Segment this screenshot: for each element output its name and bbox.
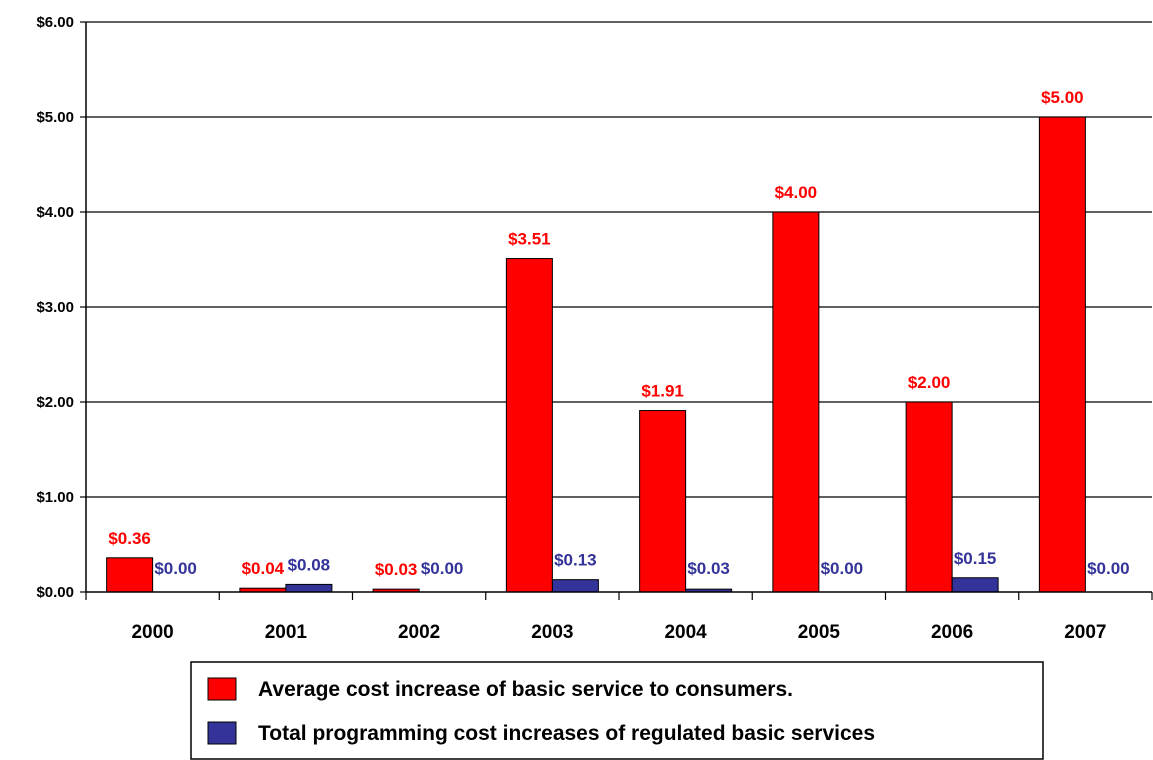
x-tick-label: 2004 — [664, 622, 707, 643]
data-label: $0.15 — [954, 549, 997, 568]
legend-swatch — [207, 677, 237, 701]
x-tick-label: 2000 — [131, 622, 173, 643]
legend-swatch — [207, 721, 237, 745]
data-label: $3.51 — [508, 230, 551, 249]
data-label: $0.00 — [821, 559, 864, 578]
data-label: $2.00 — [908, 373, 951, 392]
bar — [905, 401, 953, 593]
legend-label: Total programming cost increases of regu… — [258, 722, 875, 745]
bar — [951, 577, 999, 593]
bar — [285, 583, 333, 593]
data-label: $5.00 — [1041, 88, 1084, 107]
data-label: $0.00 — [421, 559, 464, 578]
y-axis-ticks: $0.00 $1.00 $2.00 $3.00 $4.00 $5.00 $6.00 — [36, 14, 86, 601]
data-label: $0.36 — [108, 529, 151, 548]
gridlines — [86, 21, 1152, 498]
bar — [1038, 116, 1086, 593]
y-tick-label: $5.00 — [36, 109, 74, 126]
y-tick-label: $6.00 — [36, 14, 74, 31]
data-labels: $0.36 $0.04 $0.03 $3.51 $1.91 $4.00 $2.00 $5.00… — [108, 88, 1129, 579]
data-label: $0.13 — [554, 551, 597, 570]
data-label: $0.08 — [288, 555, 331, 574]
x-tick-label: 2006 — [931, 622, 973, 643]
x-tick-label: 2002 — [398, 622, 440, 643]
y-tick-label: $0.00 — [36, 584, 74, 601]
legend-box — [190, 661, 1044, 760]
y-tick-label: $3.00 — [36, 299, 74, 316]
bar — [505, 258, 553, 593]
data-label: $0.03 — [375, 560, 418, 579]
data-label: $0.00 — [154, 559, 197, 578]
y-tick-label: $4.00 — [36, 204, 74, 221]
legend-label: Average cost increase of basic service t… — [258, 678, 793, 701]
x-tick-label: 2007 — [1064, 622, 1106, 643]
bar — [639, 410, 687, 593]
x-tick-label: 2003 — [531, 622, 573, 643]
x-tick-label: 2005 — [798, 622, 841, 643]
data-label: $0.00 — [1087, 559, 1130, 578]
data-label: $4.00 — [775, 183, 818, 202]
bars — [106, 116, 1086, 593]
bar — [106, 557, 154, 593]
x-tick-label: 2001 — [265, 622, 308, 643]
y-tick-label: $2.00 — [36, 394, 74, 411]
bar — [551, 579, 599, 593]
data-label: $1.91 — [641, 382, 684, 401]
bar — [772, 211, 820, 593]
x-axis: 2000 2001 2002 2003 2004 2005 2006 2007 — [85, 22, 1153, 643]
data-label: $0.04 — [242, 559, 285, 578]
data-label: $0.03 — [687, 559, 730, 578]
y-tick-label: $1.00 — [36, 489, 74, 506]
legend: Average cost increase of basic service t… — [190, 661, 1044, 760]
